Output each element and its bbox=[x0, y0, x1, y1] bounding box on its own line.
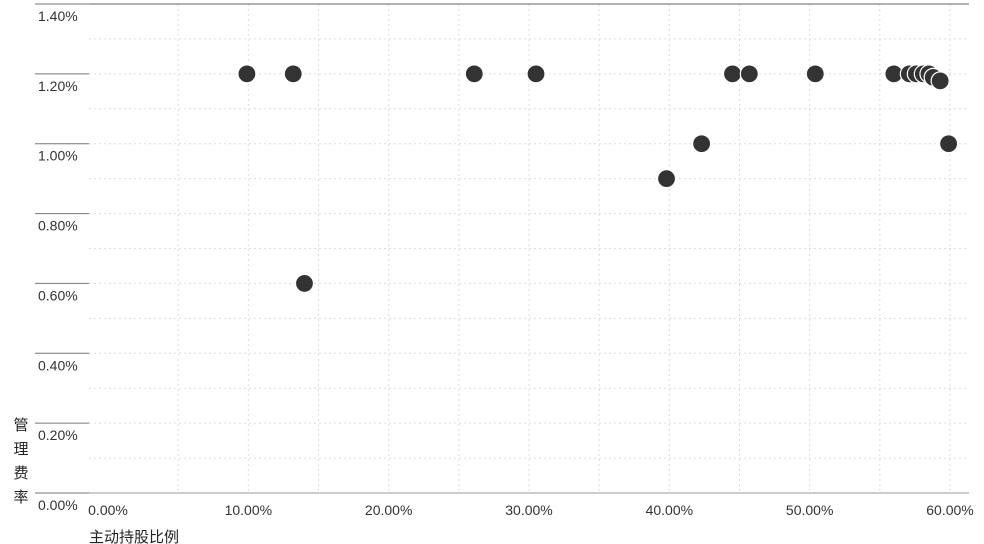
x-axis-title: 主动持股比例 bbox=[89, 528, 179, 544]
x-tick-label: 10.00% bbox=[225, 502, 272, 518]
y-tick-label: 1.40% bbox=[38, 8, 78, 24]
axes bbox=[35, 3, 969, 494]
data-point bbox=[526, 64, 546, 84]
y-tick-label: 1.00% bbox=[38, 148, 78, 164]
data-point bbox=[938, 134, 959, 154]
grid bbox=[89, 3, 969, 494]
x-tick-label: 50.00% bbox=[786, 502, 833, 518]
y-tick-label: 0.80% bbox=[38, 218, 78, 234]
y-tick-label: 1.20% bbox=[38, 78, 78, 94]
axis-titles: 主动持股比例 管理费率 bbox=[13, 416, 179, 544]
data-point bbox=[805, 64, 825, 84]
tick-labels: 0.00% 0.20% 0.40% 0.60% 0.80% 1.00% 1.20% 1.40%… bbox=[38, 8, 974, 518]
data-point bbox=[464, 64, 484, 84]
data-point bbox=[283, 64, 303, 84]
data-point bbox=[294, 273, 315, 294]
y-tick-label: 0.20% bbox=[38, 427, 78, 443]
data-point bbox=[692, 134, 712, 154]
data-point bbox=[237, 64, 257, 84]
y-tick-label: 0.60% bbox=[38, 287, 78, 303]
x-tick-label: 40.00% bbox=[646, 502, 693, 518]
data-point bbox=[722, 64, 743, 84]
data-points bbox=[237, 64, 959, 294]
data-point bbox=[739, 64, 759, 84]
x-tick-label: 30.00% bbox=[505, 502, 552, 518]
y-tick-label: 0.00% bbox=[38, 497, 78, 513]
y-tick-label: 0.40% bbox=[38, 357, 78, 373]
data-point bbox=[656, 169, 677, 189]
data-point bbox=[930, 71, 950, 91]
x-tick-label: 20.00% bbox=[365, 502, 412, 518]
y-axis-title: 管理费率 bbox=[13, 416, 28, 506]
x-tick-label: 60.00% bbox=[926, 502, 973, 518]
x-tick-label: 0.00% bbox=[88, 502, 128, 518]
